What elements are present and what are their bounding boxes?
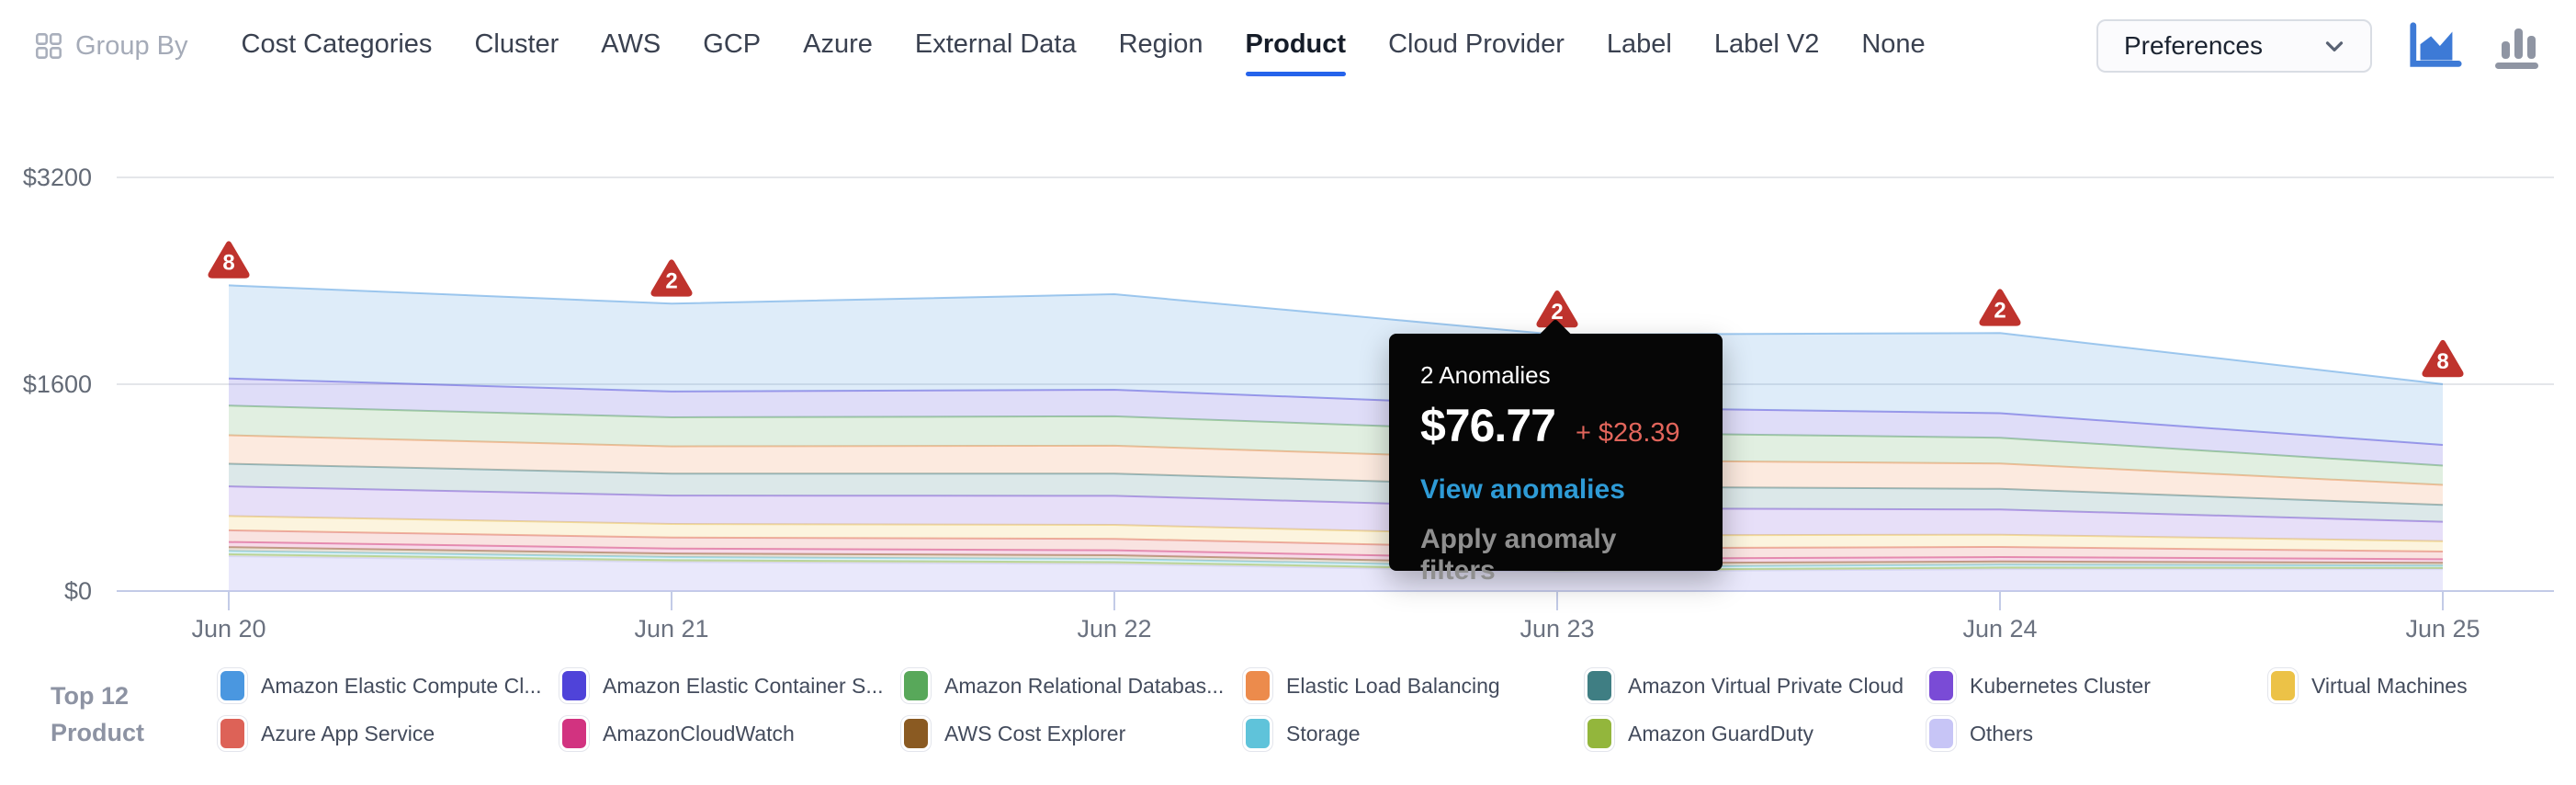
legend-item-elastic-load-balancing[interactable]: Elastic Load Balancing [1242, 667, 1585, 704]
legend-swatch [559, 667, 590, 704]
legend-title: Top 12 Product [51, 677, 144, 751]
svg-text:2: 2 [665, 268, 677, 293]
legend-label: Storage [1286, 721, 1361, 745]
group-by-label: Group By [75, 30, 188, 61]
legend-item-amazon-guardduty[interactable]: Amazon GuardDuty [1584, 715, 1926, 752]
legend-item-amazon-relational-databas[interactable]: Amazon Relational Databas... [900, 667, 1243, 704]
group-by: Group By [35, 31, 188, 62]
legend-label: Kubernetes Cluster [1970, 673, 2151, 698]
tab-label[interactable]: Label [1606, 28, 1672, 59]
legend-item-kubernetes-cluster[interactable]: Kubernetes Cluster [1926, 667, 2268, 704]
apply-anomaly-filters-link[interactable]: Apply anomaly filters [1420, 524, 1617, 586]
tab-external-data[interactable]: External Data [914, 28, 1077, 59]
legend-swatch [559, 715, 590, 752]
group-by-toolbar: Group By Cost Categories Cluster AWS GCP Azu… [0, 0, 2576, 92]
legend-label: Amazon Relational Databas... [944, 673, 1225, 698]
svg-text:$3200: $3200 [23, 164, 92, 191]
legend-swatch [1242, 667, 1273, 704]
legend-label: Amazon Elastic Container S... [603, 673, 884, 698]
header-right: Preferences [2096, 19, 2545, 73]
legend-title-line2: Product [51, 719, 145, 746]
chevron-down-icon [2321, 32, 2348, 60]
tab-none[interactable]: None [1861, 28, 1926, 59]
svg-text:$0: $0 [64, 577, 92, 605]
svg-text:Jun 23: Jun 23 [1520, 615, 1594, 643]
legend-label: Amazon Virtual Private Cloud [1628, 673, 1904, 698]
stacked-area-chart: $0 $1600 $3200 Jun 20 Jun 21 Jun 22 Jun 23 Jun … [23, 164, 2554, 643]
tab-cost-categories[interactable]: Cost Categories [241, 28, 433, 59]
legend-item-virtual-machines[interactable]: Virtual Machines [2267, 667, 2576, 704]
chart-legend: Amazon Elastic Compute Cl... Amazon Elast… [217, 667, 2576, 752]
anomaly-marker[interactable]: 8 [2422, 339, 2464, 378]
area-chart-view-button[interactable] [2407, 19, 2464, 73]
tab-cluster[interactable]: Cluster [474, 28, 559, 59]
anomaly-marker[interactable]: 2 [1979, 289, 2021, 326]
legend-item-storage[interactable]: Storage [1242, 715, 1585, 752]
preferences-dropdown[interactable]: Preferences [2096, 19, 2372, 73]
chart-view-toggles [2407, 19, 2545, 73]
group-by-tabs: Cost Categories Cluster AWS GCP Azure Externa… [241, 24, 1926, 76]
area-chart-icon [2407, 20, 2464, 72]
anomaly-tooltip: 2 Anomalies $76.77 + $28.39 View anomali… [1389, 334, 1723, 586]
svg-text:8: 8 [222, 250, 234, 275]
tooltip-title: 2 Anomalies [1420, 361, 1551, 389]
tooltip-cost-value: $76.77 [1420, 400, 1556, 451]
legend-swatch [217, 715, 248, 752]
legend-item-others[interactable]: Others [1926, 715, 2268, 752]
legend-swatch [1584, 667, 1615, 704]
preferences-label: Preferences [2124, 31, 2263, 60]
legend-label: AmazonCloudWatch [603, 721, 795, 745]
legend-label: Virtual Machines [2311, 673, 2468, 698]
legend-swatch [2267, 667, 2299, 704]
svg-text:Jun 24: Jun 24 [1962, 615, 2037, 643]
legend-swatch [900, 715, 932, 752]
legend-item-amazon-virtual-private-cloud[interactable]: Amazon Virtual Private Cloud [1584, 667, 1926, 704]
tab-region[interactable]: Region [1118, 28, 1203, 59]
legend-label: AWS Cost Explorer [944, 721, 1126, 745]
legend-item-amazon-elastic-compute-cl[interactable]: Amazon Elastic Compute Cl... [217, 667, 559, 704]
tab-azure[interactable]: Azure [803, 28, 873, 59]
legend-item-aws-cost-explorer[interactable]: AWS Cost Explorer [900, 715, 1243, 752]
svg-text:Jun 20: Jun 20 [191, 615, 266, 643]
tab-gcp[interactable]: GCP [703, 28, 762, 59]
legend-swatch [1242, 715, 1273, 752]
bar-chart-view-button[interactable] [2488, 19, 2545, 73]
legend-label: Azure App Service [261, 721, 435, 745]
tab-aws[interactable]: AWS [601, 28, 661, 59]
legend-label: Amazon Elastic Compute Cl... [261, 673, 542, 698]
svg-text:8: 8 [2436, 349, 2448, 374]
bar-chart-icon [2491, 20, 2542, 72]
legend-label: Amazon GuardDuty [1628, 721, 1813, 745]
svg-text:$1600: $1600 [23, 370, 92, 398]
legend-item-amazoncloudwatch[interactable]: AmazonCloudWatch [559, 715, 901, 752]
svg-text:Jun 25: Jun 25 [2405, 615, 2480, 643]
view-anomalies-link[interactable]: View anomalies [1420, 474, 1625, 505]
legend-swatch [1926, 667, 1957, 704]
legend-swatch [1926, 715, 1957, 752]
legend-swatch [900, 667, 932, 704]
anomaly-marker[interactable]: 8 [208, 241, 250, 279]
svg-text:2: 2 [1994, 298, 2005, 323]
legend-swatch [217, 667, 248, 704]
legend-item-azure-app-service[interactable]: Azure App Service [217, 715, 559, 752]
anomaly-marker[interactable]: 2 [650, 259, 693, 297]
svg-text:Jun 22: Jun 22 [1077, 615, 1151, 643]
legend-item-amazon-elastic-container-s[interactable]: Amazon Elastic Container S... [559, 667, 901, 704]
tab-label-v2[interactable]: Label V2 [1713, 28, 1820, 59]
tab-cloud-provider[interactable]: Cloud Provider [1388, 28, 1565, 59]
tab-product[interactable]: Product [1245, 24, 1346, 76]
legend-label: Others [1970, 721, 2034, 745]
legend-swatch [1584, 715, 1615, 752]
svg-text:2: 2 [1551, 300, 1563, 324]
anomaly-marker[interactable]: 2 [1536, 290, 1578, 328]
svg-text:Jun 21: Jun 21 [634, 615, 708, 643]
legend-label: Elastic Load Balancing [1286, 673, 1500, 698]
grid-icon [35, 32, 62, 60]
tooltip-cost-delta: + $28.39 [1575, 418, 1680, 448]
legend-title-line1: Top 12 [51, 682, 130, 710]
